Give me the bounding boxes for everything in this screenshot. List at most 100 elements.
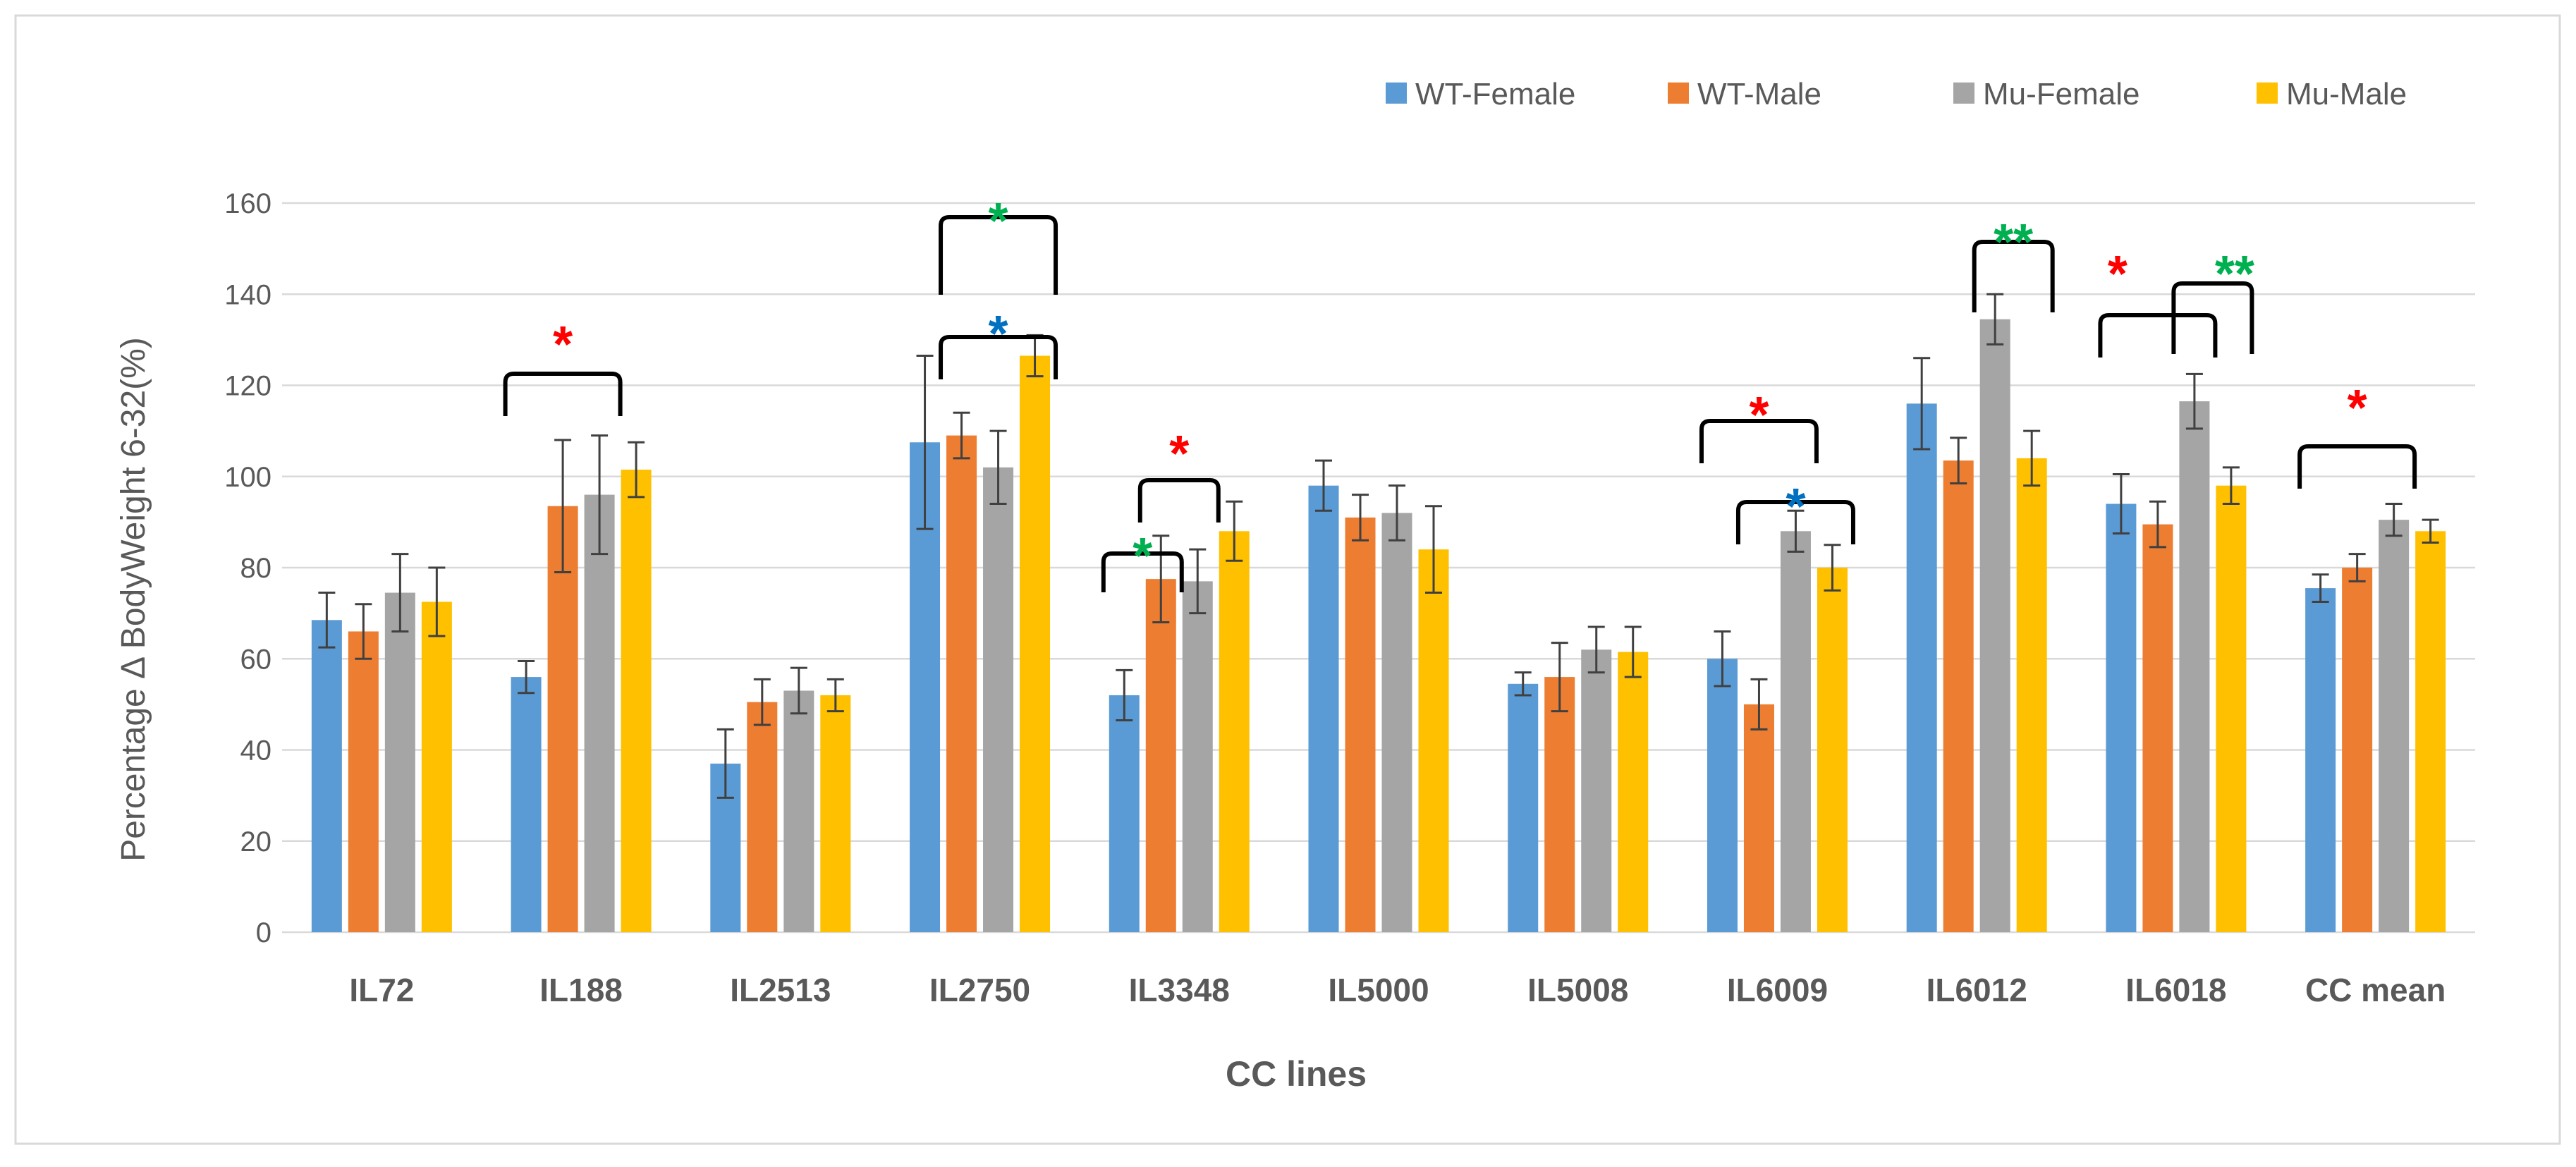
significance-bracket — [503, 372, 623, 416]
y-axis-ticks: 0 20 40 60 80 100 120 140 160 — [224, 188, 271, 948]
error-bar — [628, 441, 645, 499]
significance-star: * — [1133, 528, 1152, 585]
error-bar — [1624, 625, 1642, 678]
error-bar — [790, 666, 807, 715]
x-axis-ticks: IL72 IL188 IL2513 IL2750 IL3348 IL5000 IL5008 I… — [349, 972, 2446, 1008]
bar — [384, 592, 415, 932]
error-bar — [1587, 625, 1605, 674]
significance-bracket — [939, 215, 1058, 295]
error-bar — [2149, 500, 2166, 549]
error-bar — [2222, 466, 2240, 506]
error-bar — [391, 553, 409, 633]
y-tick-label: 160 — [224, 188, 271, 219]
significance-star: ** — [2215, 246, 2254, 303]
error-bar — [554, 439, 572, 573]
significance-bracket — [2171, 281, 2254, 354]
bar — [547, 506, 578, 932]
bar — [820, 695, 851, 932]
bar — [1780, 531, 1811, 932]
bar — [511, 677, 542, 932]
error-bar — [2385, 503, 2403, 537]
error-bar — [916, 354, 934, 530]
bars — [311, 319, 2446, 932]
error-bar — [2112, 473, 2130, 535]
error-bar — [1425, 505, 1442, 594]
error-bar — [1986, 293, 2004, 346]
error-bar — [989, 429, 1007, 506]
bar — [2379, 520, 2410, 932]
y-axis-label: Percentage Δ BodyWeight 6-32(%) — [115, 337, 152, 862]
significance-bracket — [2098, 313, 2218, 358]
error-bar — [1388, 484, 1405, 542]
significance-bracket — [939, 335, 1058, 379]
bar — [2179, 401, 2210, 932]
bar — [1618, 652, 1649, 932]
error-bar — [1514, 671, 1532, 697]
bar — [1145, 579, 1176, 932]
error-bar — [2312, 573, 2329, 603]
bar — [946, 435, 977, 932]
bar — [1381, 513, 1412, 932]
bar — [2342, 568, 2373, 932]
significance-star: * — [553, 317, 573, 373]
legend-label: Mu-Male — [2286, 77, 2407, 111]
y-tick-label: 80 — [240, 553, 272, 584]
bar — [1182, 581, 1213, 932]
bar — [747, 702, 778, 932]
significance-star: * — [2348, 380, 2367, 436]
error-bar — [1152, 534, 1170, 624]
error-bar — [1226, 500, 1243, 562]
bar — [1020, 355, 1051, 932]
y-tick-label: 120 — [224, 371, 271, 402]
bar — [1943, 460, 1974, 932]
error-bar — [1315, 459, 1332, 512]
legend-swatch — [1668, 83, 1689, 104]
error-bar — [1551, 642, 1568, 713]
error-bar — [1950, 436, 1967, 484]
error-bar — [2023, 429, 2041, 487]
bar — [421, 601, 452, 932]
bar — [1219, 531, 1250, 932]
significance-star: * — [1749, 387, 1769, 444]
legend-label: WT-Female — [1415, 77, 1575, 111]
error-bar — [1189, 548, 1207, 615]
error-bar — [1750, 678, 1768, 731]
bar — [1707, 659, 1738, 932]
x-tick-label: IL6012 — [1927, 972, 2027, 1008]
error-bar — [1714, 630, 1731, 688]
significance-star: * — [2108, 246, 2128, 303]
y-tick-label: 100 — [224, 462, 271, 493]
significance-annotations: ********** *** — [503, 193, 2417, 592]
bar — [584, 494, 615, 932]
error-bar — [318, 592, 336, 649]
error-bar — [2185, 372, 2203, 430]
legend-item: Mu-Male — [2257, 77, 2407, 111]
y-tick-label: 140 — [224, 279, 271, 310]
error-bar — [2348, 553, 2366, 582]
x-tick-label: IL188 — [539, 972, 623, 1008]
bar — [1581, 649, 1612, 932]
error-bar — [1913, 357, 1931, 451]
y-tick-label: 20 — [240, 826, 272, 857]
legend: WT-Female WT-Male Mu-Female Mu-Male — [1386, 77, 2407, 111]
bar — [983, 467, 1014, 932]
x-tick-label: IL6009 — [1727, 972, 1828, 1008]
bar — [621, 470, 652, 932]
bar — [1109, 695, 1140, 932]
legend-label: Mu-Female — [1983, 77, 2140, 111]
legend-swatch — [1953, 83, 1974, 104]
bar — [2142, 524, 2173, 932]
error-bar — [355, 603, 372, 660]
x-tick-label: IL5000 — [1328, 972, 1429, 1008]
error-bar — [518, 659, 535, 695]
error-bar — [826, 678, 844, 713]
error-bar — [716, 728, 734, 799]
x-tick-label: CC mean — [2305, 972, 2446, 1008]
error-bars — [318, 293, 2439, 799]
bar — [2106, 503, 2137, 932]
error-bar — [753, 678, 771, 726]
x-tick-label: IL6018 — [2125, 972, 2226, 1008]
error-bar — [1787, 509, 1805, 553]
